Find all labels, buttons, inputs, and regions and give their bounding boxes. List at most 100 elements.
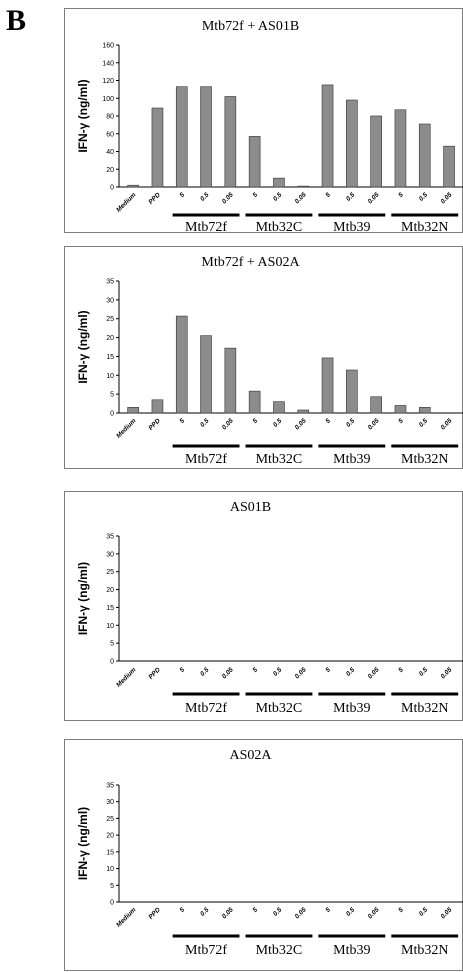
- x-category-label: Medium: [115, 191, 137, 213]
- x-category-label: PPD: [147, 417, 162, 432]
- x-category-label: 0.05: [294, 417, 308, 431]
- x-category-label: Medium: [115, 417, 137, 439]
- y-tick-label: 0: [110, 411, 114, 418]
- group-label: Mtb72f: [185, 220, 227, 235]
- chart-title: AS02A: [229, 748, 272, 763]
- bar: [297, 409, 310, 414]
- group-label: Mtb39: [333, 220, 370, 235]
- group-label: Mtb32N: [401, 452, 448, 467]
- y-tick-label: 5: [110, 392, 114, 399]
- y-axis-label: IFN-γ (ng/ml): [76, 562, 90, 635]
- y-tick-label: 5: [110, 883, 114, 890]
- bar: [175, 86, 188, 188]
- y-tick-label: 35: [106, 279, 114, 286]
- x-category-label: PPD: [147, 906, 162, 921]
- y-tick-label: 10: [106, 623, 114, 630]
- x-category-label: 0.5: [199, 191, 211, 203]
- x-category-label: 0.5: [199, 666, 211, 678]
- x-category-label: 5: [252, 666, 260, 674]
- y-tick-label: 80: [106, 114, 114, 121]
- chart-svg: AS02A IFN-γ (ng/ml) 0 5 10 15 20 25 30 35 Medium PP…: [76, 748, 463, 958]
- group-label: Mtb39: [333, 452, 370, 467]
- x-category-label: 0.5: [345, 906, 357, 918]
- x-category-label: 0.05: [440, 906, 454, 920]
- bar: [175, 315, 188, 414]
- x-category-label: 5: [252, 906, 260, 914]
- y-tick-label: 30: [106, 799, 114, 806]
- y-tick-label: 15: [106, 605, 114, 612]
- x-category-label: 5: [324, 906, 332, 914]
- x-category-label: 5: [397, 191, 405, 199]
- y-tick-label: 15: [106, 849, 114, 856]
- chart-title: Mtb72f + AS02A: [201, 255, 300, 270]
- y-tick-label: 10: [106, 866, 114, 873]
- x-category-label: 0.5: [345, 666, 357, 678]
- panel-label: B: [6, 4, 27, 37]
- group-label: Mtb32N: [401, 701, 448, 716]
- chart-svg: Mtb72f + AS02A IFN-γ (ng/ml) 0 5 10 15 20 25 30 3…: [76, 255, 463, 467]
- group-label: Mtb32C: [256, 943, 303, 958]
- y-axis-label: IFN-γ (ng/ml): [76, 807, 90, 880]
- bar: [418, 407, 431, 414]
- x-category-label: 0.05: [221, 191, 235, 205]
- x-category-label: 0.5: [199, 417, 211, 429]
- x-category-label: 0.5: [345, 417, 357, 429]
- group-label: Mtb32C: [256, 701, 303, 716]
- bar: [394, 405, 407, 414]
- x-category-label: PPD: [147, 666, 162, 681]
- x-category-label: 5: [179, 417, 187, 425]
- x-category-label: 0.05: [221, 666, 235, 680]
- x-category-label: 5: [324, 666, 332, 674]
- y-tick-label: 10: [106, 373, 114, 380]
- chart-title: AS01B: [230, 500, 271, 515]
- bar: [127, 407, 139, 414]
- x-category-label: 5: [397, 906, 405, 914]
- x-category-label: 0.5: [418, 906, 430, 918]
- y-tick-label: 60: [106, 131, 114, 138]
- y-tick-label: 30: [106, 551, 114, 558]
- chart-svg: AS01B IFN-γ (ng/ml) 0 5 10 15 20 25 30 35 Medium PP…: [76, 500, 463, 716]
- bar: [200, 335, 212, 414]
- y-tick-label: 0: [110, 185, 114, 192]
- chart-svg: Mtb72f + AS01B IFN-γ (ng/ml) 0 20 40 60 80 100 1…: [76, 19, 463, 235]
- bar: [200, 86, 212, 188]
- x-category-label: 5: [252, 191, 260, 199]
- bar: [321, 357, 334, 414]
- y-axis-label: IFN-γ (ng/ml): [76, 310, 90, 383]
- x-category-label: 5: [179, 666, 187, 674]
- x-category-label: 0.5: [418, 666, 430, 678]
- group-label: Mtb39: [333, 701, 370, 716]
- bar: [370, 396, 382, 414]
- x-category-label: PPD: [147, 191, 162, 206]
- y-tick-label: 160: [102, 43, 114, 50]
- chart-mtb72f-as01b: Mtb72f + AS01B IFN-γ (ng/ml) 0 20 40 60 80 100 1…: [64, 8, 463, 235]
- group-label: Mtb72f: [185, 943, 227, 958]
- bar: [370, 115, 382, 188]
- x-category-label: Medium: [115, 906, 137, 928]
- y-tick-label: 25: [106, 816, 114, 823]
- x-category-label: 5: [179, 906, 187, 914]
- bar: [418, 123, 431, 188]
- x-category-label: 0.5: [272, 191, 284, 203]
- bar: [151, 107, 164, 188]
- bar: [248, 390, 261, 414]
- x-category-label: 0.05: [367, 417, 381, 431]
- y-axis-label: IFN-γ (ng/ml): [76, 79, 90, 152]
- bar: [394, 109, 407, 188]
- y-tick-label: 140: [102, 60, 114, 67]
- x-category-label: 5: [324, 191, 332, 199]
- x-category-label: 0.05: [440, 666, 454, 680]
- y-tick-label: 35: [106, 783, 114, 790]
- x-category-label: 5: [324, 417, 332, 425]
- y-tick-label: 40: [106, 149, 114, 156]
- bar: [443, 145, 455, 188]
- y-tick-label: 35: [106, 534, 114, 541]
- bar: [297, 185, 310, 188]
- x-category-label: 5: [252, 417, 260, 425]
- y-tick-label: 20: [106, 833, 114, 840]
- chart-as02a: AS02A IFN-γ (ng/ml) 0 5 10 15 20 25 30 35 Medium PP…: [64, 739, 463, 971]
- x-category-label: 0.05: [221, 417, 235, 431]
- group-label: Mtb32C: [256, 452, 303, 467]
- bar: [151, 399, 164, 414]
- x-category-label: 0.05: [367, 666, 381, 680]
